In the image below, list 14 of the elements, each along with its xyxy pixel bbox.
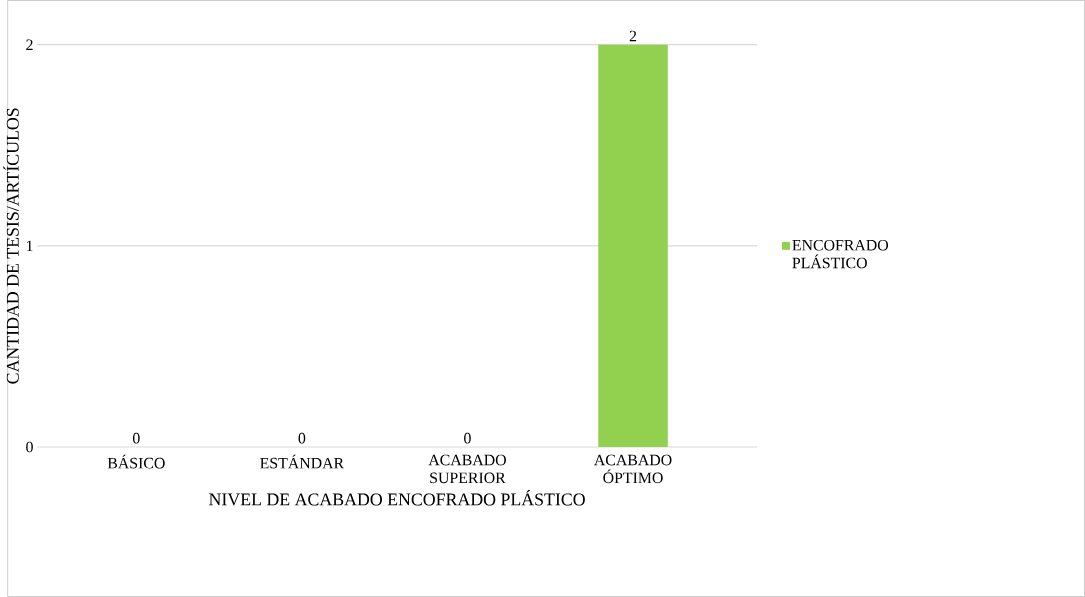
x-tick-label: ACABADO SUPERIOR bbox=[428, 454, 506, 484]
x-tick-label: ACABADO ÓPTIMO bbox=[594, 454, 672, 484]
data-label: 0 bbox=[298, 432, 306, 444]
x-axis-title: NIVEL DE ACABADO ENCOFRADO PLÁSTICO bbox=[209, 489, 585, 506]
y-axis-title: CANTIDAD DE TESIS/ARTÍCULOS bbox=[3, 108, 19, 384]
x-tick-label: BÁSICO bbox=[107, 454, 165, 469]
legend-label: ENCOFRADO PLÁSTICO bbox=[792, 239, 889, 269]
data-label: 0 bbox=[132, 432, 140, 444]
data-label: 0 bbox=[464, 432, 471, 444]
y-tick-label: 0 bbox=[26, 441, 33, 453]
y-tick-label: 1 bbox=[26, 240, 33, 252]
data-label: 2 bbox=[629, 30, 637, 42]
x-tick-label: ESTÁNDAR bbox=[260, 454, 345, 469]
y-tick-label: 2 bbox=[26, 39, 33, 50]
